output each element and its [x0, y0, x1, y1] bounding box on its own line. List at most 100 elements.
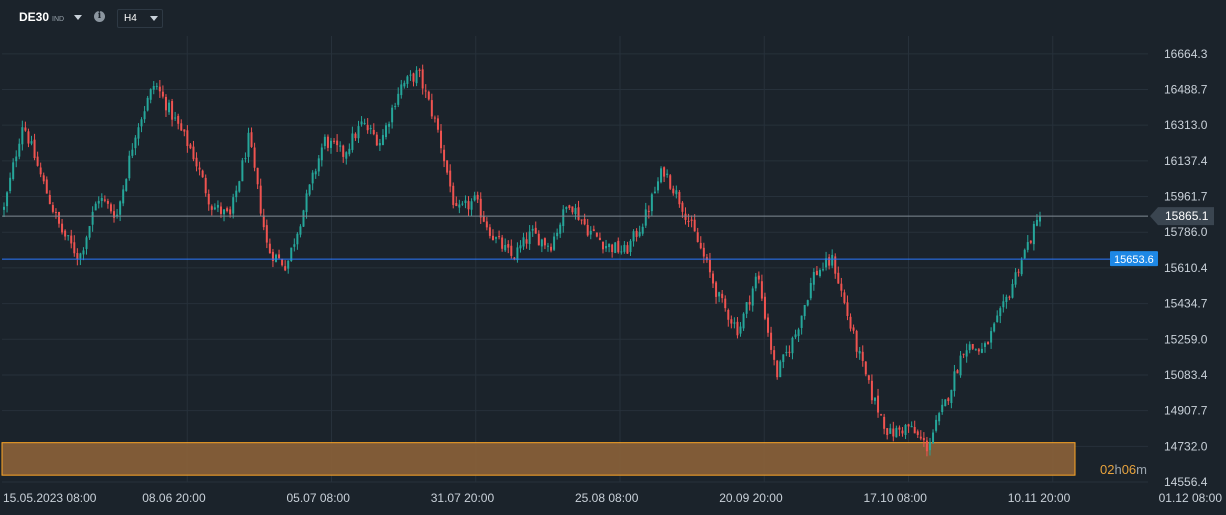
- y-tick-label: 15610.4: [1164, 261, 1208, 275]
- support-zone[interactable]: [1, 442, 1076, 476]
- candle-body: [925, 440, 928, 452]
- candle-body: [788, 351, 791, 353]
- candle-body: [611, 244, 614, 253]
- candle-body: [577, 207, 580, 220]
- candle-body: [232, 197, 235, 214]
- candle-body: [177, 115, 180, 124]
- candle-body: [125, 179, 128, 191]
- candle-body: [727, 310, 730, 320]
- candle-body: [776, 360, 779, 378]
- candle-body: [143, 111, 146, 120]
- horizontal-line-tag-bg[interactable]: [1110, 251, 1158, 267]
- current-price-tag: 15865.1: [1150, 207, 1214, 226]
- y-tick-label: 14556.4: [1164, 475, 1208, 489]
- candle-body: [449, 170, 452, 187]
- candle-body: [803, 304, 806, 317]
- candle-body: [822, 269, 825, 271]
- candle-body: [620, 251, 623, 253]
- horizontal-line-tag[interactable]: 15653.6: [1110, 251, 1158, 267]
- candle-body: [1023, 249, 1026, 259]
- candle-body: [635, 230, 638, 237]
- candle-body: [467, 201, 470, 210]
- candle-body: [372, 129, 375, 135]
- candle-body: [965, 350, 968, 357]
- candle-body: [693, 219, 696, 232]
- candle-body: [140, 119, 143, 127]
- candle-body: [672, 188, 675, 194]
- candle-body: [488, 227, 491, 236]
- candle-body: [873, 397, 876, 401]
- candle-body: [498, 236, 501, 238]
- candle-body: [867, 375, 870, 381]
- candle-body: [219, 206, 222, 214]
- candle-body: [1039, 216, 1041, 222]
- x-tick-label: 15.05.2023 08:00: [3, 491, 97, 505]
- candle-body: [336, 140, 339, 146]
- candle-body: [342, 145, 345, 157]
- candle-body: [546, 245, 549, 247]
- candle-body: [152, 85, 155, 90]
- candle-body: [913, 426, 916, 434]
- candle-body: [64, 230, 67, 237]
- candle-body: [919, 436, 922, 439]
- candle-body: [638, 231, 641, 237]
- candle-body: [323, 136, 326, 146]
- candle-body: [70, 235, 73, 244]
- candle-body: [116, 214, 119, 217]
- candle-body: [9, 177, 12, 192]
- candle-body: [880, 414, 883, 416]
- candle-body: [831, 254, 834, 266]
- y-tick-label: 14907.7: [1164, 404, 1208, 418]
- candle-body: [757, 275, 760, 280]
- candle-body: [345, 152, 348, 159]
- candle-body: [745, 302, 748, 314]
- candle-body: [424, 90, 427, 92]
- candle-body: [837, 272, 840, 284]
- candle-body: [733, 322, 736, 324]
- candle-body: [287, 260, 290, 269]
- candle-body: [1011, 283, 1014, 298]
- candle-body: [427, 91, 430, 100]
- timeframe-selector[interactable]: H4: [117, 9, 163, 28]
- candle-body: [33, 139, 36, 159]
- candle-body: [470, 201, 473, 210]
- symbol-selector[interactable]: DE30 IND: [19, 10, 64, 24]
- candle-body: [629, 240, 632, 252]
- candle-body: [718, 292, 721, 297]
- candle-body: [244, 158, 247, 160]
- symbol-suffix: IND: [52, 16, 65, 23]
- candle-body: [987, 342, 990, 345]
- candle-body: [806, 300, 809, 306]
- candle-body: [400, 84, 403, 96]
- candle-body: [877, 395, 880, 413]
- candle-body: [675, 190, 678, 195]
- candle-body: [699, 242, 702, 249]
- candle-body: [516, 247, 519, 261]
- candle-body: [339, 145, 342, 147]
- countdown-minutes: 06: [1122, 462, 1136, 477]
- candle-body: [779, 361, 782, 378]
- candle-body: [825, 258, 828, 268]
- candle-body: [320, 147, 323, 161]
- candle-body: [794, 334, 797, 338]
- x-tick-label: 08.06 20:00: [142, 491, 206, 505]
- candle-body: [155, 85, 158, 87]
- candle-body: [394, 106, 397, 108]
- candle-body: [556, 232, 559, 237]
- current-price-label: 15865.1: [1165, 209, 1209, 223]
- candle-body: [574, 208, 577, 215]
- candle-body: [687, 220, 690, 222]
- candle-body: [443, 149, 446, 162]
- candle-body: [354, 133, 357, 139]
- candle-body: [161, 91, 164, 97]
- candle-body: [849, 316, 852, 329]
- y-tick-label: 16664.3: [1164, 47, 1208, 61]
- candle-body: [568, 205, 571, 208]
- candle-body: [846, 302, 849, 317]
- candle-body: [748, 301, 751, 305]
- candle-body: [990, 331, 993, 343]
- y-tick-label: 15083.4: [1164, 368, 1208, 382]
- info-icon[interactable]: i: [94, 11, 105, 22]
- symbol-dropdown-icon[interactable]: [74, 15, 82, 20]
